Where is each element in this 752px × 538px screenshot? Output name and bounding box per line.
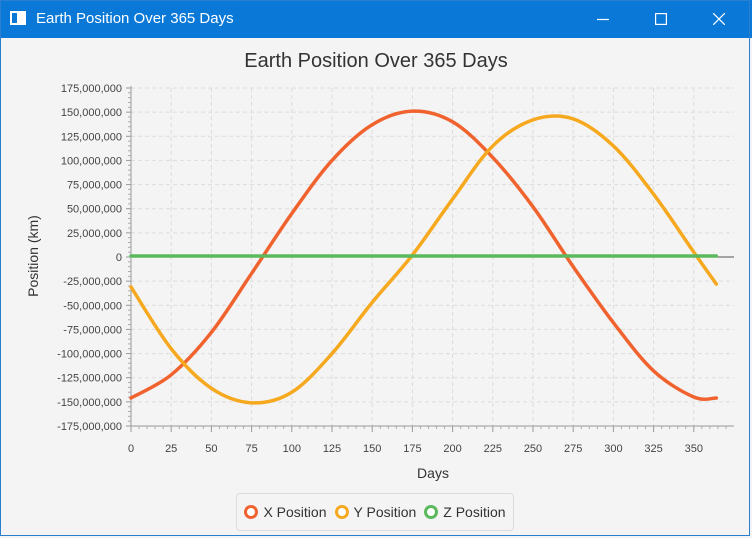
x-tick-label: 100 bbox=[283, 443, 301, 455]
y-tick-label: -50,000,000 bbox=[63, 300, 122, 312]
x-tick-label: 300 bbox=[604, 443, 622, 455]
x-tick-label: 150 bbox=[363, 443, 381, 455]
x-tick-label: 250 bbox=[524, 443, 542, 455]
y-tick-label: 150,000,000 bbox=[61, 107, 122, 119]
x-tick-label: 275 bbox=[564, 443, 582, 455]
legend-item-y-position: Y Position bbox=[335, 504, 417, 520]
y-tick-label: -25,000,000 bbox=[63, 276, 122, 288]
y-tick-label: -125,000,000 bbox=[57, 373, 122, 385]
y-tick-label: -75,000,000 bbox=[63, 324, 122, 336]
y-tick-label: 125,000,000 bbox=[61, 131, 122, 143]
x-tick-label: 200 bbox=[443, 443, 461, 455]
legend-item-z-position: Z Position bbox=[424, 504, 505, 520]
x-tick-label: 225 bbox=[484, 443, 502, 455]
x-tick-label: 25 bbox=[165, 443, 177, 455]
y-tick-label: 25,000,000 bbox=[67, 228, 122, 240]
legend-label-z: Z Position bbox=[443, 504, 505, 520]
y-tick-label: -150,000,000 bbox=[57, 397, 122, 409]
legend: X Position Y Position Z Position bbox=[236, 493, 514, 531]
x-tick-label: 50 bbox=[205, 443, 217, 455]
legend-item-x-position: X Position bbox=[244, 504, 326, 520]
x-tick-label: 325 bbox=[644, 443, 662, 455]
x-tick-label: 75 bbox=[245, 443, 257, 455]
x-axis-label: Days bbox=[417, 465, 449, 481]
y-tick-label: 50,000,000 bbox=[67, 204, 122, 216]
legend-swatch-y bbox=[335, 505, 349, 519]
y-tick-label: 175,000,000 bbox=[61, 83, 122, 95]
series-line-y-position bbox=[131, 116, 716, 403]
legend-label-x: X Position bbox=[263, 504, 326, 520]
chart-title: Earth Position Over 365 Days bbox=[244, 50, 507, 72]
y-tick-label: -100,000,000 bbox=[57, 349, 122, 361]
x-tick-label: 175 bbox=[403, 443, 421, 455]
axes: 175,000,000 150,000,000 125,000,000 100,000… bbox=[57, 83, 734, 455]
y-axis-label: Position (km) bbox=[25, 215, 41, 297]
legend-label-y: Y Position bbox=[354, 504, 417, 520]
x-tick-label: 350 bbox=[685, 443, 703, 455]
legend-swatch-z bbox=[424, 505, 438, 519]
x-tick-label: 0 bbox=[128, 443, 134, 455]
y-tick-label: 100,000,000 bbox=[61, 155, 122, 167]
legend-swatch-x bbox=[244, 505, 258, 519]
series bbox=[131, 111, 716, 403]
y-tick-label: 75,000,000 bbox=[67, 180, 122, 192]
y-tick-label: -175,000,000 bbox=[57, 421, 122, 433]
x-tick-label: 125 bbox=[323, 443, 341, 455]
y-tick-label: 0 bbox=[116, 252, 122, 264]
